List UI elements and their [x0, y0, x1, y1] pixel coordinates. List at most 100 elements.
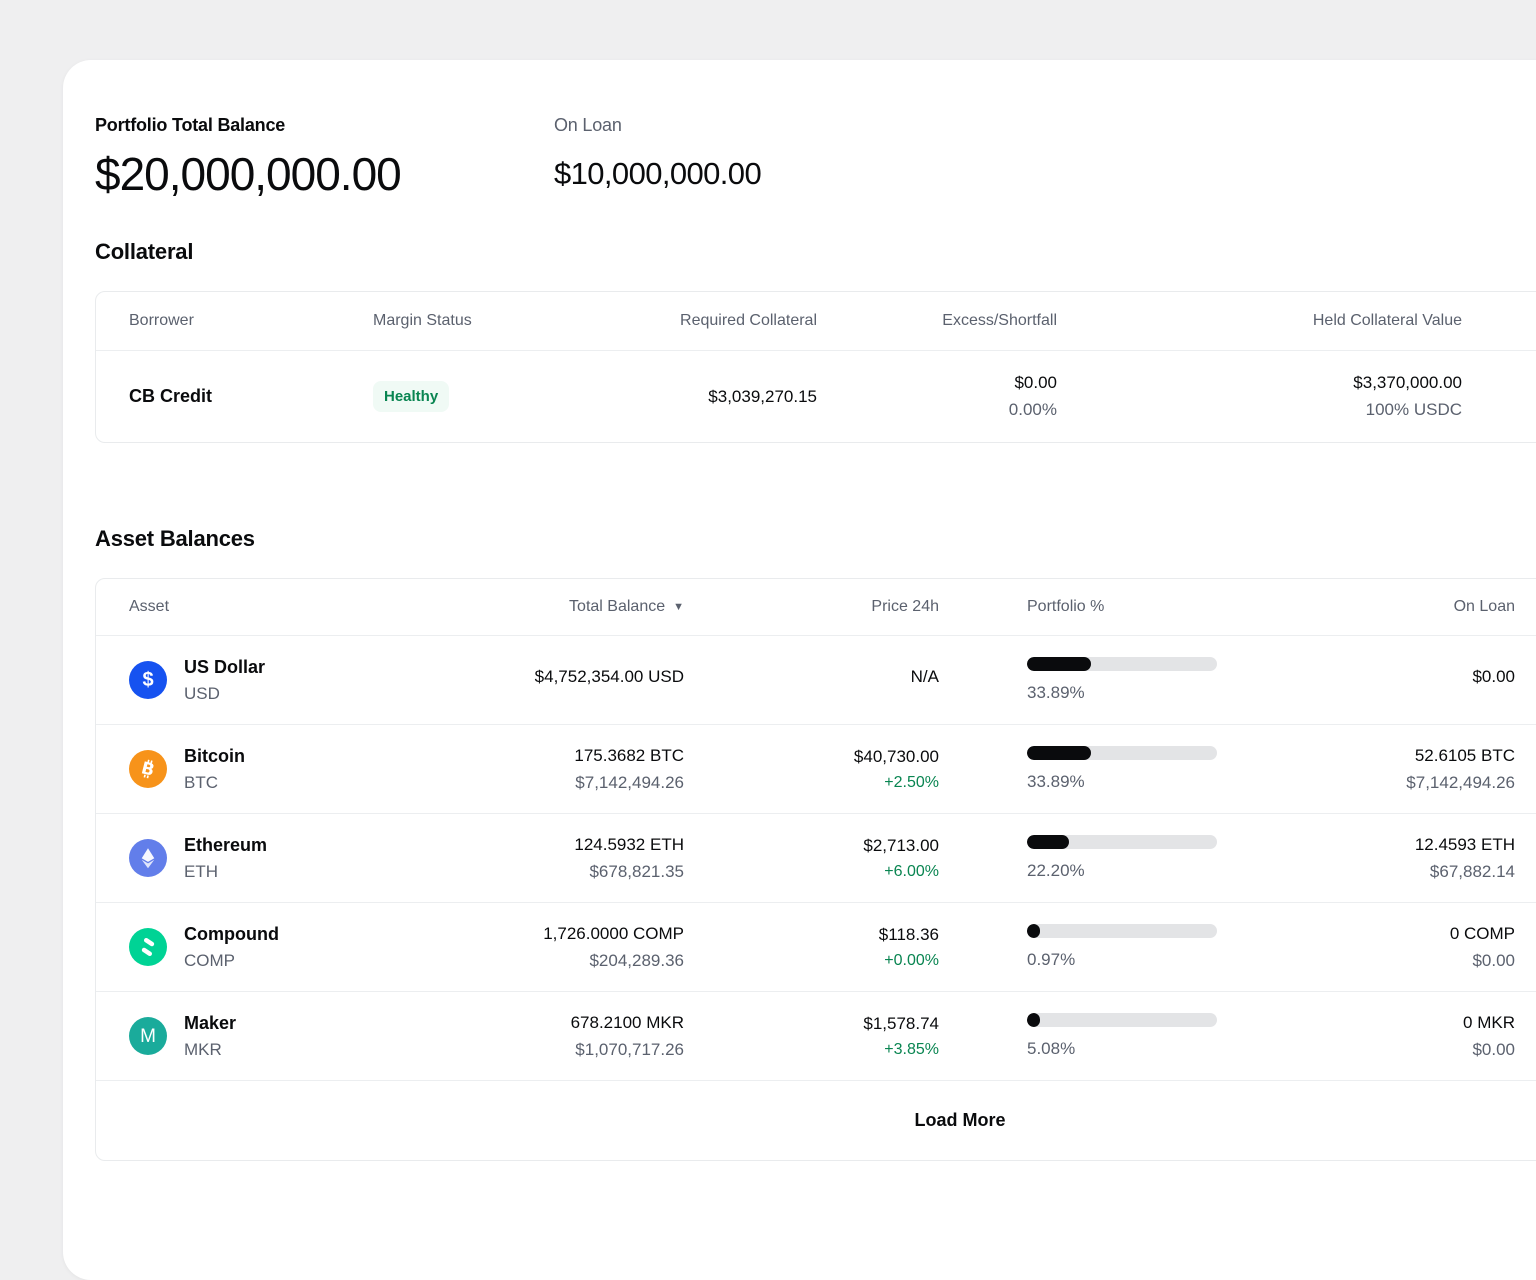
price-change: +2.50% [884, 773, 939, 791]
on-loan-cell: $0.00 [1356, 667, 1536, 694]
asset-row-btc[interactable]: B Bitcoin BTC 175.3682 BTC $7,142,494.2 [96, 724, 1536, 813]
price-change: +3.85% [884, 1040, 939, 1058]
portfolio-pct-bar-fill [1027, 1013, 1040, 1027]
price-value: $2,713.00 [863, 835, 939, 855]
portfolio-pct-bar-fill [1027, 924, 1040, 938]
total-balance-cell: 124.5932 ETH $678,821.35 [426, 835, 684, 882]
price-value: N/A [910, 666, 939, 686]
asset-name: Ethereum [184, 834, 268, 855]
on-loan-value: $10,000,000.00 [554, 156, 762, 191]
asset-row-usd[interactable]: $ US Dollar USD $4,752,354.00 USD N/A 33 [96, 635, 1536, 724]
asset-row-mkr[interactable]: M Maker MKR 678.2100 MKR $1,070,717.26 $… [96, 991, 1536, 1080]
asset-name: Compound [184, 923, 279, 944]
portfolio-pct-bar [1027, 657, 1217, 671]
col-total-balance-label: Total Balance [569, 598, 666, 615]
on-loan-primary: $0.00 [1472, 666, 1515, 686]
price-cell: $40,730.00 +2.50% [684, 747, 939, 792]
col-excess-shortfall: Excess/Shortfall [942, 312, 1057, 329]
asset-cell: Ethereum ETH [96, 835, 426, 882]
svg-text:B: B [139, 757, 156, 780]
on-loan-primary: 0 MKR [1463, 1012, 1515, 1032]
asset-symbol: MKR [184, 1039, 222, 1059]
portfolio-pct-label: 33.89% [1027, 683, 1085, 702]
price-cell: $118.36 +0.00% [684, 925, 939, 970]
borrower-name: CB Credit [129, 386, 213, 406]
total-balance-cell: 1,726.0000 COMP $204,289.36 [426, 924, 684, 971]
collateral-row-cb-credit[interactable]: CB Credit Healthy $3,039,270.15 $0.00 0.… [96, 351, 1536, 442]
asset-cell: Compound COMP [96, 924, 426, 971]
portfolio-pct-cell: 5.08% [939, 1013, 1356, 1059]
on-loan-cell: 0 COMP $0.00 [1356, 924, 1536, 971]
col-price-24h: Price 24h [871, 598, 939, 615]
asset-names: US Dollar USD [184, 657, 265, 704]
portfolio-pct-cell: 33.89% [939, 746, 1356, 792]
total-balance-primary: $4,752,354.00 USD [534, 666, 684, 686]
col-required-collateral: Required Collateral [680, 312, 817, 329]
excess-shortfall-value: $0.00 [1014, 373, 1057, 392]
on-loan-primary: 0 COMP [1449, 923, 1515, 943]
asset-table-header: Asset Total Balance ▼ Price 24h Portfoli… [96, 579, 1536, 635]
portfolio-pct-label: 33.89% [1027, 772, 1085, 791]
bitcoin-icon: B [129, 750, 167, 788]
portfolio-total-stat: Portfolio Total Balance $20,000,000.00 [95, 115, 554, 201]
asset-symbol: USD [184, 683, 220, 703]
asset-symbol: ETH [184, 861, 218, 881]
asset-names: Bitcoin BTC [184, 746, 245, 793]
price-cell: $2,713.00 +6.00% [684, 836, 939, 881]
on-loan-cell: 12.4593 ETH $67,882.14 [1356, 835, 1536, 882]
load-more-button[interactable]: Load More [96, 1080, 1536, 1160]
portfolio-pct-label: 22.20% [1027, 861, 1085, 880]
portfolio-pct-bar [1027, 1013, 1217, 1027]
price-cell: N/A [684, 667, 939, 694]
portfolio-pct-label: 5.08% [1027, 1039, 1076, 1058]
portfolio-pct-cell: 33.89% [939, 657, 1356, 703]
col-margin-status: Margin Status [373, 312, 472, 329]
portfolio-pct-bar [1027, 924, 1217, 938]
collateral-section-title: Collateral [95, 239, 194, 264]
maker-icon: M [129, 1017, 167, 1055]
portfolio-summary: Portfolio Total Balance $20,000,000.00 O… [95, 115, 1536, 201]
asset-names: Compound COMP [184, 924, 279, 971]
total-balance-secondary: $678,821.35 [589, 861, 684, 881]
portfolio-pct-bar [1027, 746, 1217, 760]
asset-balances-section-title: Asset Balances [95, 526, 255, 551]
total-balance-secondary: $1,070,717.26 [575, 1039, 684, 1059]
total-balance-secondary: $7,142,494.26 [575, 772, 684, 792]
asset-row-comp[interactable]: Compound COMP 1,726.0000 COMP $204,289.3… [96, 902, 1536, 991]
total-balance-primary: 175.3682 BTC [574, 745, 684, 765]
asset-symbol: BTC [184, 772, 218, 792]
price-value: $40,730.00 [853, 746, 939, 766]
total-balance-primary: 124.5932 ETH [574, 834, 684, 854]
asset-balances-table: Asset Total Balance ▼ Price 24h Portfoli… [95, 578, 1536, 1161]
sort-descending-icon: ▼ [673, 601, 684, 613]
on-loan-secondary: $67,882.14 [1429, 861, 1515, 881]
asset-name: US Dollar [184, 656, 266, 677]
col-portfolio-pct: Portfolio % [1027, 598, 1105, 615]
asset-cell: B Bitcoin BTC [96, 746, 426, 793]
col-held-collateral-value: Held Collateral Value [1312, 312, 1462, 329]
on-loan-label: On Loan [554, 115, 622, 135]
asset-symbol: COMP [184, 950, 235, 970]
on-loan-stat: On Loan $10,000,000.00 [554, 115, 762, 201]
asset-name: Bitcoin [184, 745, 245, 766]
on-loan-primary: 52.6105 BTC [1414, 745, 1515, 765]
ethereum-icon [129, 839, 167, 877]
on-loan-cell: 0 MKR $0.00 [1356, 1013, 1536, 1060]
col-total-balance[interactable]: Total Balance ▼ [426, 598, 684, 616]
total-balance-cell: 175.3682 BTC $7,142,494.26 [426, 746, 684, 793]
held-collateral-detail: 100% USDC [1365, 400, 1462, 419]
total-balance-primary: 1,726.0000 COMP [543, 923, 684, 943]
portfolio-total-label: Portfolio Total Balance [95, 115, 286, 135]
on-loan-secondary: $7,142,494.26 [1406, 772, 1515, 792]
required-collateral-value: $3,039,270.15 [708, 386, 817, 406]
held-collateral-cell: $3,370,000.00 100% USDC [1057, 373, 1536, 420]
on-loan-secondary: $0.00 [1472, 1039, 1515, 1059]
collateral-table-header: Borrower Margin Status Required Collater… [96, 292, 1536, 351]
total-balance-primary: 678.2100 MKR [570, 1012, 684, 1032]
col-on-loan: On Loan [1453, 598, 1515, 615]
portfolio-pct-cell: 22.20% [939, 835, 1356, 881]
asset-cell: M Maker MKR [96, 1013, 426, 1060]
asset-row-eth[interactable]: Ethereum ETH 124.5932 ETH $678,821.35 $2… [96, 813, 1536, 902]
portfolio-pct-bar-fill [1027, 657, 1092, 671]
on-loan-primary: 12.4593 ETH [1414, 834, 1515, 854]
